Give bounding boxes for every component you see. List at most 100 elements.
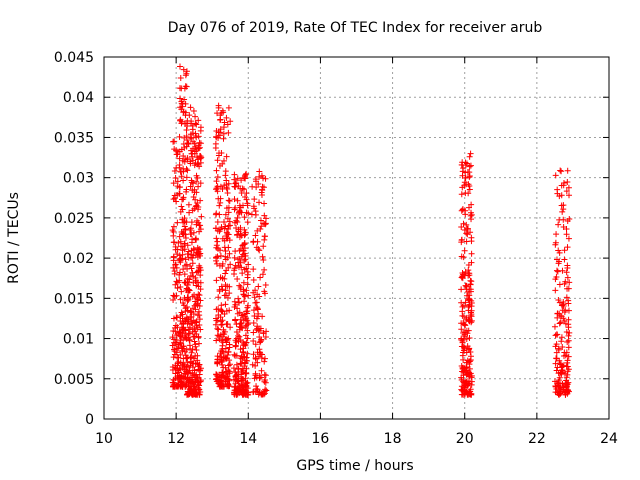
data-point [562,320,569,327]
data-point [192,298,199,305]
data-point [255,246,262,253]
data-point [262,333,269,340]
data-point [564,389,571,396]
data-point [218,224,225,231]
data-point [243,190,250,197]
data-point [224,185,231,192]
data-point [256,173,263,180]
data-point [565,184,572,191]
data-point [214,218,221,225]
data-point [459,271,466,278]
data-point [214,325,221,332]
data-point [243,287,250,294]
data-point [179,251,186,258]
data-point [195,366,202,373]
data-point [185,330,192,337]
data-point [463,221,470,228]
data-point [244,202,251,209]
data-point [225,362,232,369]
data-point [237,259,244,266]
data-point [197,222,204,229]
data-point [552,389,559,396]
data-point [196,340,203,347]
data-point [189,260,196,267]
data-point [176,233,183,240]
data-point [240,186,247,193]
data-point [234,197,241,204]
data-point [458,191,465,198]
data-point [178,288,185,295]
data-point [458,239,465,246]
data-point [212,144,219,151]
data-point [223,232,230,239]
data-point [234,231,241,238]
data-point [467,281,474,288]
data-point [182,72,189,79]
data-point [180,177,187,184]
data-point [237,316,244,323]
data-point [244,302,251,309]
data-point [184,242,191,249]
data-point [563,383,570,390]
data-point [223,267,230,274]
data-point [184,369,191,376]
data-point [187,104,194,111]
data-point [179,157,186,164]
data-point [234,175,241,182]
data-point [196,316,203,323]
data-point [226,361,233,368]
data-point [170,354,177,361]
data-point [262,220,269,227]
plot-frame [103,56,610,420]
data-point [243,310,250,317]
data-point [195,183,202,190]
x-tick-label: 12 [167,431,185,447]
data-point [468,234,475,241]
data-point [182,256,189,263]
data-point [237,230,244,237]
data-point [177,95,184,102]
data-point [256,168,263,175]
data-point [562,278,569,285]
data-point [255,313,262,320]
data-point [564,167,571,174]
data-point [195,268,202,275]
data-point [551,323,558,330]
data-point [462,282,469,289]
data-point [189,130,196,137]
data-point [179,206,186,213]
data-point [183,186,190,193]
data-point [463,238,470,245]
data-point [192,328,199,335]
data-point [226,368,233,375]
y-tick-label: 0.045 [54,50,94,66]
data-point [556,320,563,327]
data-point [197,297,204,304]
data-point [192,352,199,359]
data-point [466,297,473,304]
data-point [213,133,220,140]
data-point [558,370,565,377]
data-point [178,203,185,210]
data-point [197,197,204,204]
data-point [220,364,227,371]
data-point [252,362,259,369]
data-point [189,157,196,164]
data-point [181,271,188,278]
data-point [566,279,573,286]
data-point [189,207,196,214]
data-point [188,239,195,246]
data-point [198,213,205,220]
data-point [177,374,184,381]
data-point [216,132,223,139]
data-point [222,287,229,294]
data-point [222,172,229,179]
data-point [185,363,192,370]
data-point [466,174,473,181]
data-point [554,314,561,321]
data-point [565,235,572,242]
data-point [242,342,249,349]
data-point [179,255,186,262]
data-point [180,108,187,115]
data-point [558,334,565,341]
